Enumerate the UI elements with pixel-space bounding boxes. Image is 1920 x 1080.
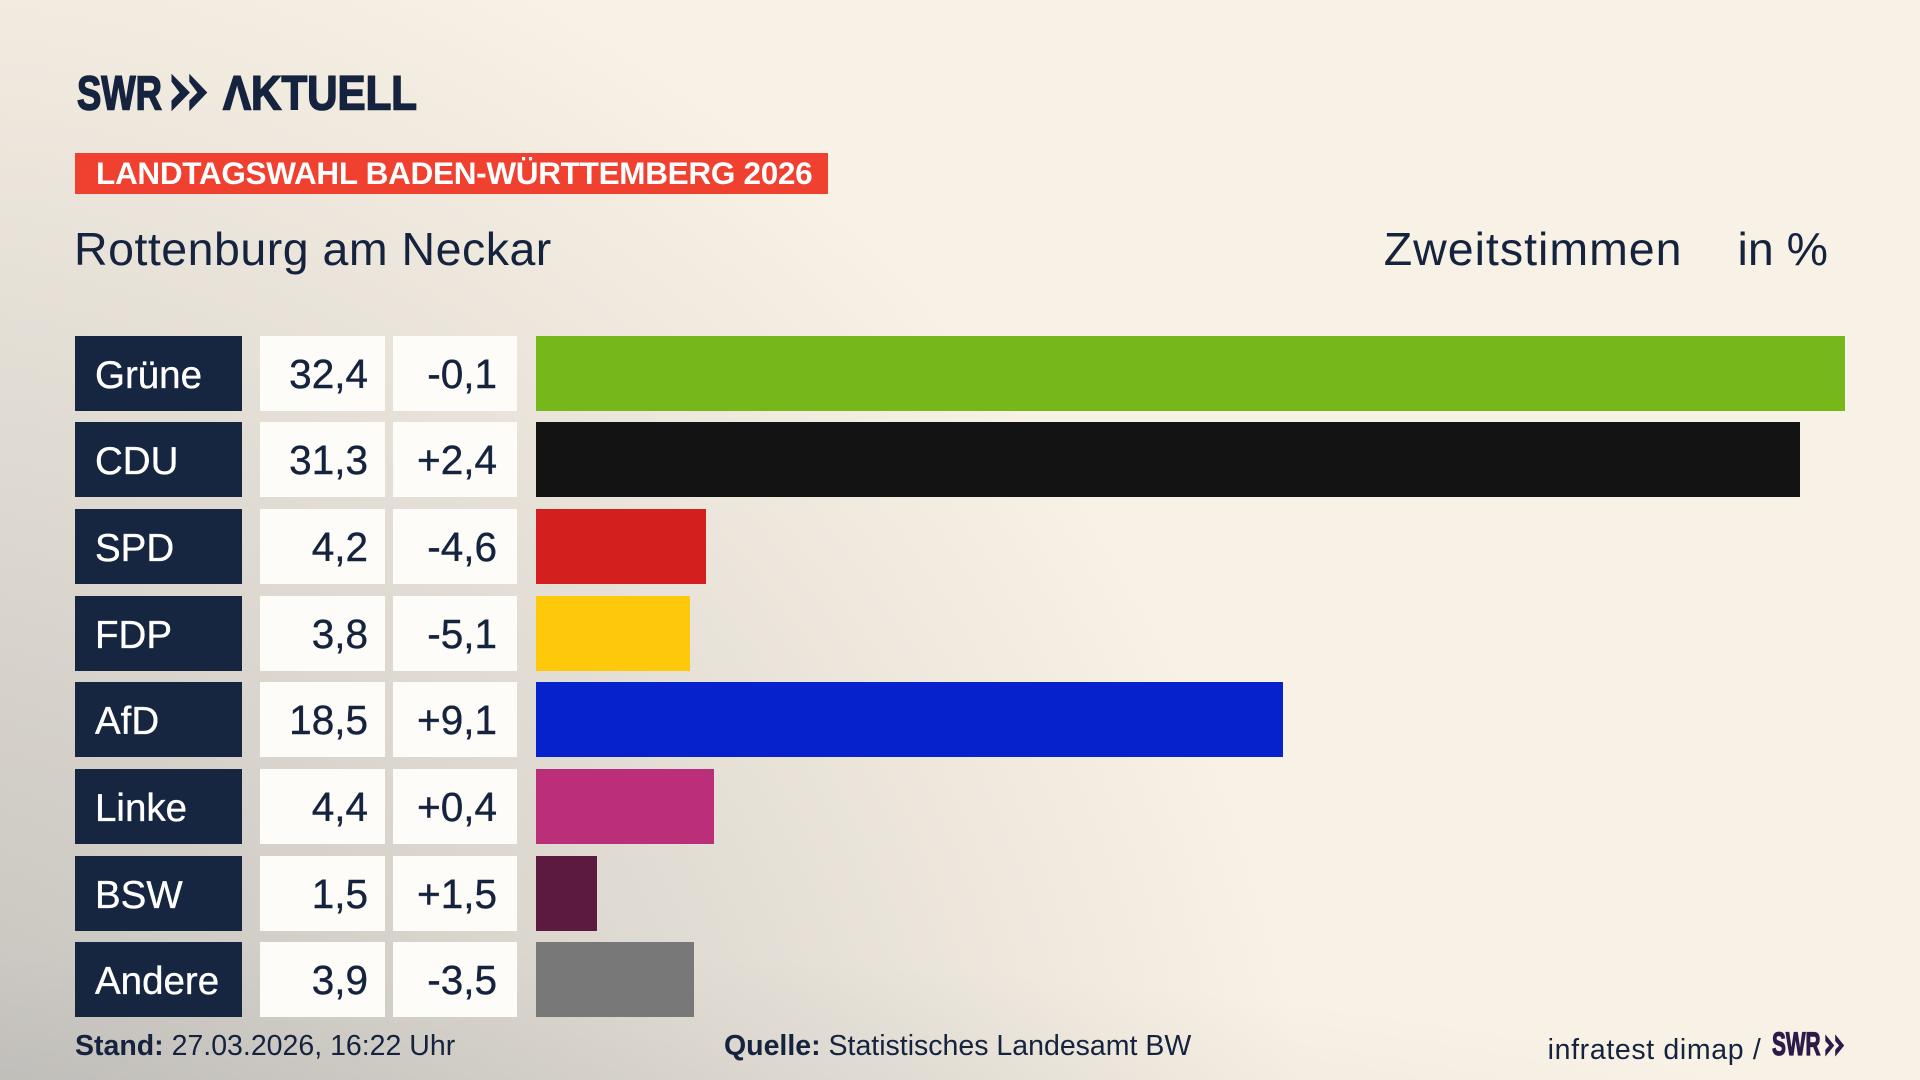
svg-text:SWR: SWR (77, 70, 162, 115)
svg-text:ΛKTUELL: ΛKTUELL (223, 70, 417, 115)
svg-text:SWR: SWR (1772, 1027, 1821, 1056)
